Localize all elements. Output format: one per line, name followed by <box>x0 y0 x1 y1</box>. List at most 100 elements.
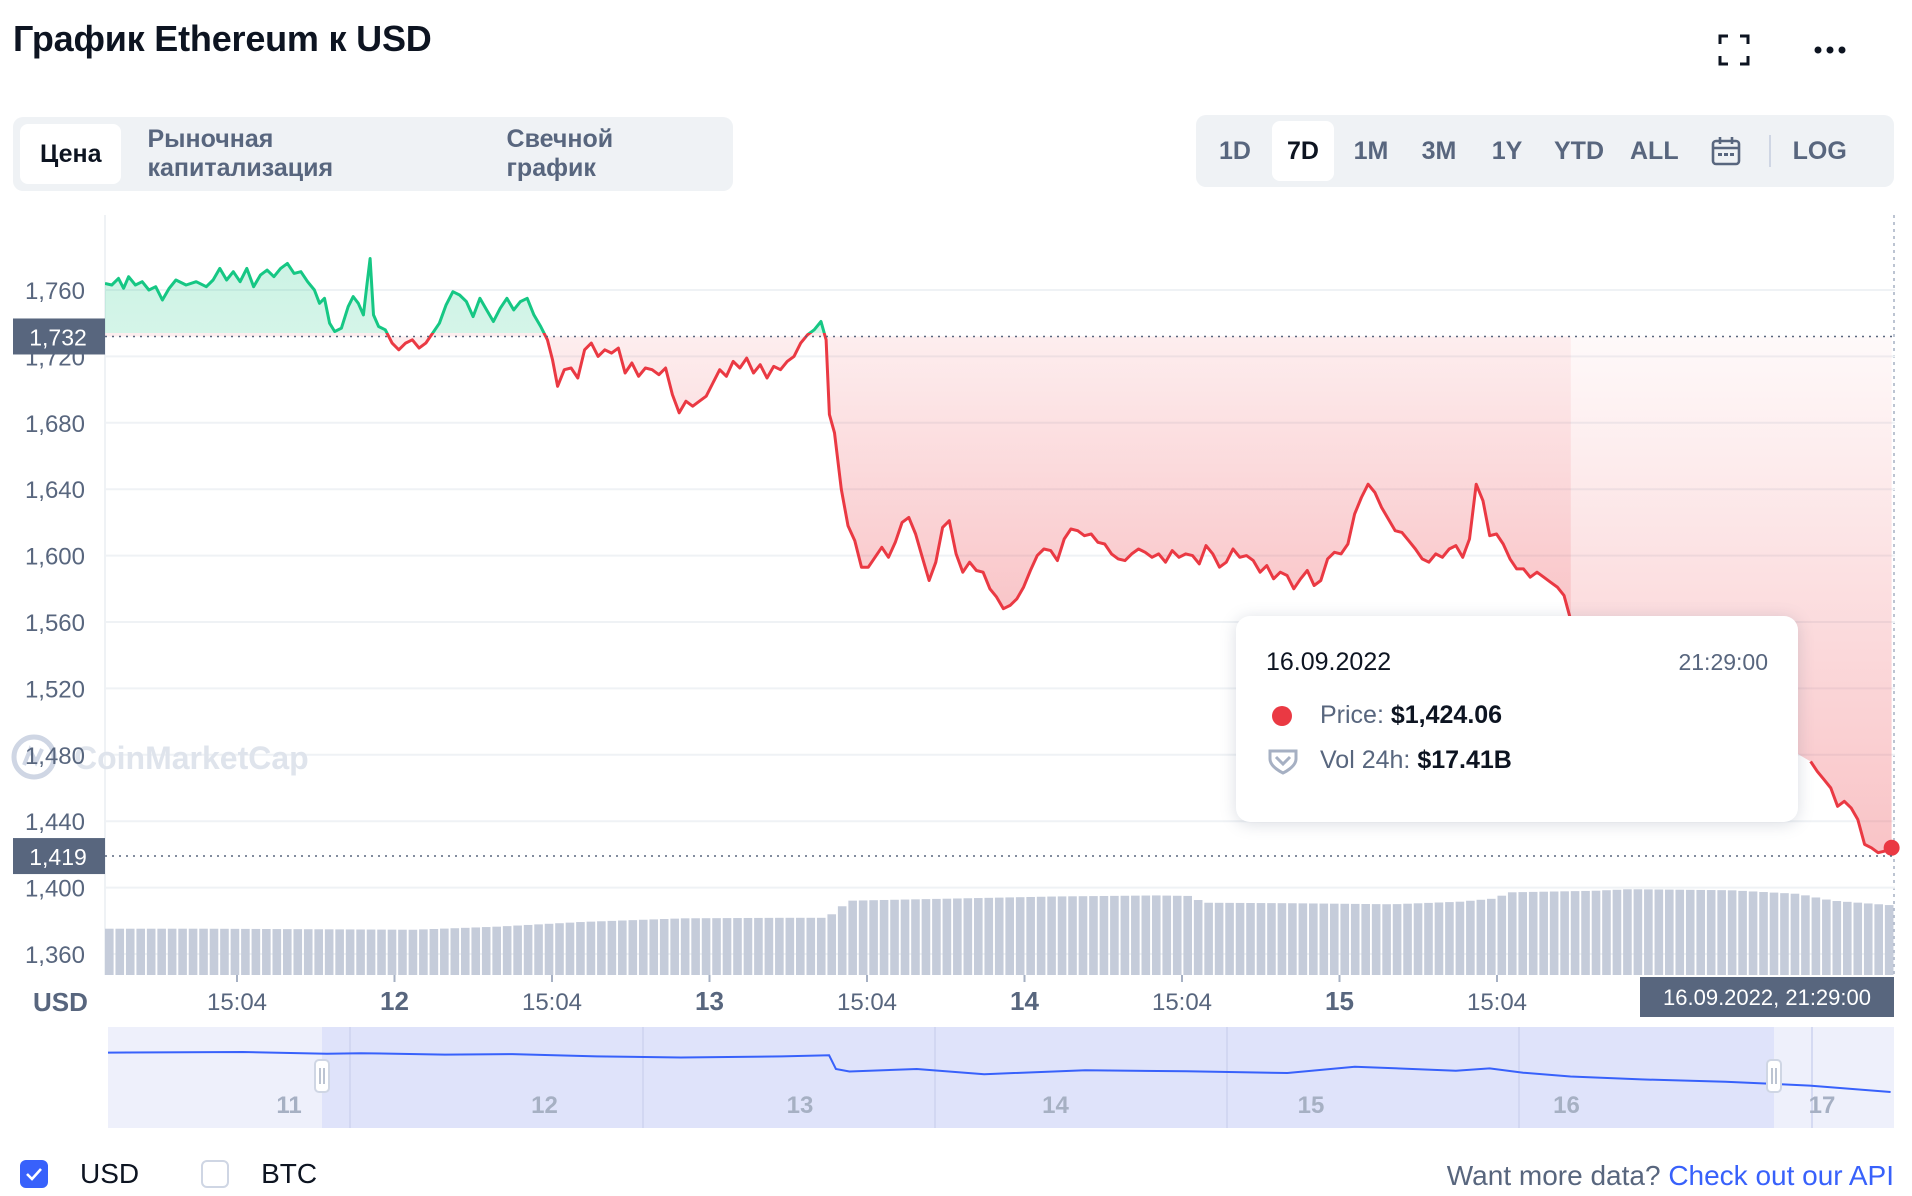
tooltip-price-label: Price: <box>1320 701 1384 729</box>
volume-bar <box>869 900 878 975</box>
volume-bar <box>1863 903 1873 975</box>
volume-bar <box>1706 890 1716 975</box>
volume-shield-icon <box>1268 749 1298 775</box>
volume-bar <box>848 900 857 975</box>
range-3m-button[interactable]: 3M <box>1421 136 1457 165</box>
range-7d-button[interactable]: 7D <box>1272 121 1334 181</box>
volume-bar <box>775 917 784 975</box>
volume-bar <box>1884 905 1894 975</box>
crosshair-label: 16.09.2022, 21:29:00 <box>1663 985 1871 1010</box>
volume-bar <box>1329 903 1339 975</box>
volume-bar <box>1162 895 1172 975</box>
volume-bar <box>576 922 585 975</box>
volume-bar <box>1277 903 1287 975</box>
navigator-label: 12 <box>531 1092 558 1119</box>
volume-bar <box>1288 903 1297 975</box>
volume-bar <box>502 926 512 975</box>
volume-bar <box>262 929 271 975</box>
navigator[interactable]: 11 12 13 14 15 16 17 <box>107 1027 1894 1128</box>
reference-price-label: 1,732 <box>29 324 87 350</box>
volume-bar <box>973 898 983 975</box>
navigator-label: 15 <box>1298 1092 1325 1119</box>
navigator-selection <box>322 1027 1774 1128</box>
api-link[interactable]: Check out our API <box>1668 1160 1894 1191</box>
range-all-button[interactable]: ALL <box>1630 136 1679 165</box>
volume-bar <box>1068 896 1077 975</box>
volume-bar <box>963 898 973 975</box>
log-scale-button[interactable]: LOG <box>1792 136 1847 165</box>
calendar-button[interactable] <box>1695 121 1757 181</box>
volume-bar <box>649 919 659 975</box>
volume-bar <box>691 918 700 975</box>
volume-bar <box>1832 901 1842 975</box>
volume-bar <box>1256 903 1266 975</box>
volume-bar <box>199 928 208 975</box>
range-ytd-button[interactable]: YTD <box>1554 136 1604 165</box>
y-axis: 1,7601,7201,6801,6401,6001,5601,5201,480… <box>25 278 85 969</box>
volume-bar <box>1507 892 1517 975</box>
tab-candlestick[interactable]: Свечной график <box>506 125 614 182</box>
volume-bar <box>733 918 742 975</box>
volume-bar <box>1874 904 1883 975</box>
volume-bar <box>314 929 323 975</box>
tab-price[interactable]: Цена <box>20 124 122 184</box>
volume-bar <box>230 928 240 975</box>
navigator-handle-right[interactable] <box>1766 1059 1782 1093</box>
price-line-end <box>1809 760 1893 855</box>
area-down-fill-tail <box>1570 336 1892 853</box>
volume-bar <box>408 929 418 975</box>
volume-bar <box>209 928 219 975</box>
volume-bar <box>1769 892 1779 975</box>
volume-bar <box>1036 896 1046 975</box>
volume-bar <box>1340 903 1350 975</box>
tab-market-cap[interactable]: Рыночная капитализация <box>147 125 334 182</box>
range-tabs: 1D 7D 1M 3M 1Y YTD ALL LOG <box>1196 115 1894 187</box>
y-tick-label: 1,600 <box>25 544 85 571</box>
volume-bar <box>1801 895 1810 975</box>
volume-bar <box>1193 900 1203 975</box>
volume-bar <box>450 928 460 975</box>
current-price-marker <box>1883 839 1900 856</box>
volume-bar <box>387 929 397 975</box>
usd-checkbox[interactable] <box>20 1160 48 1188</box>
x-tick-label: 15:04 <box>1467 989 1527 1016</box>
volume-bar <box>241 928 250 975</box>
y-tick-label: 1,640 <box>25 477 85 504</box>
volume-bar <box>1371 904 1381 975</box>
range-1y-button[interactable]: 1Y <box>1491 136 1523 165</box>
fullscreen-icon[interactable] <box>1714 30 1754 70</box>
y-tick-label: 1,560 <box>25 610 85 637</box>
volume-bar <box>1717 890 1726 975</box>
volume-bar <box>1005 897 1015 975</box>
volume-bar <box>220 928 229 975</box>
volume-bar <box>1298 903 1308 975</box>
volume-bar <box>754 917 763 975</box>
volume-bar <box>1633 889 1643 975</box>
volume-bar <box>481 927 491 975</box>
navigator-handle-left[interactable] <box>314 1059 330 1093</box>
volume-bar <box>1361 904 1370 975</box>
volume-bar <box>1246 902 1255 975</box>
btc-checkbox[interactable] <box>201 1160 230 1188</box>
more-icon[interactable] <box>1810 30 1850 70</box>
volume-bar <box>1413 903 1423 975</box>
volume-bar <box>534 924 543 975</box>
volume-bar <box>178 928 187 975</box>
navigator-label: 13 <box>787 1092 814 1119</box>
range-1m-button[interactable]: 1M <box>1353 136 1389 165</box>
navigator-label: 11 <box>276 1092 301 1119</box>
volume-bar <box>251 928 261 975</box>
y-tick-label: 1,760 <box>25 278 85 305</box>
volume-bar <box>1623 889 1632 975</box>
volume-bar <box>1120 895 1130 975</box>
y-tick-label: 1,520 <box>25 676 85 703</box>
y-tick-label: 1,440 <box>25 809 85 836</box>
volume-bar <box>890 899 899 975</box>
volume-bar <box>1445 902 1454 975</box>
tabs-divider <box>1768 135 1771 167</box>
volume-bar <box>1644 889 1653 975</box>
volume-bar <box>1267 903 1276 975</box>
range-1d-button[interactable]: 1D <box>1219 136 1251 165</box>
current-price-label: 1,419 <box>29 844 87 870</box>
